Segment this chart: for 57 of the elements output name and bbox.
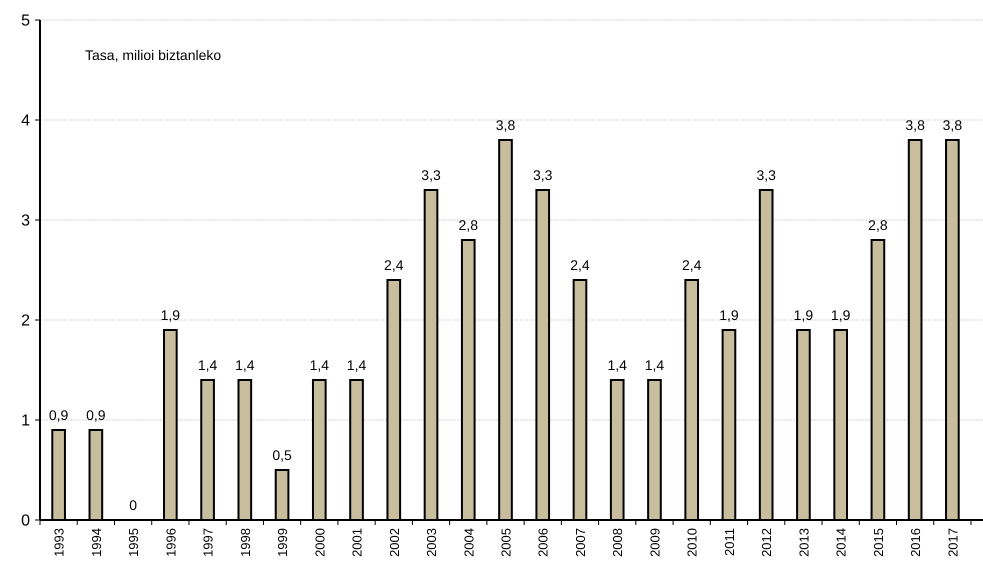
y-tick-label: 2 (21, 312, 30, 330)
data-label: 1,4 (310, 357, 330, 373)
x-tick-label: 2000 (312, 528, 328, 557)
x-tick-label: 2011 (722, 528, 737, 556)
data-label: 2,8 (458, 217, 478, 233)
x-tick-label: 2017 (945, 528, 960, 557)
data-label: 0,9 (86, 407, 106, 423)
x-tick-label: 1994 (88, 528, 104, 557)
data-label: 3,3 (533, 167, 553, 183)
data-label: 1,9 (794, 307, 814, 323)
data-label: 1,9 (160, 307, 180, 323)
data-label: 0,5 (272, 447, 292, 463)
x-tick-label: 2004 (461, 528, 476, 557)
x-tick-label: 2005 (498, 528, 514, 557)
data-label: 2,4 (682, 257, 702, 273)
x-tick-label: 2002 (386, 528, 402, 557)
x-tick-label: 1996 (163, 528, 178, 557)
x-tick-label: 2010 (684, 528, 700, 557)
x-tick-label: 1999 (275, 528, 290, 557)
x-tick-label: 2015 (870, 528, 886, 557)
data-label: 0 (129, 497, 138, 513)
data-label: 1,9 (719, 307, 739, 323)
y-tick-label: 0 (21, 512, 30, 530)
data-label: 3,8 (905, 117, 926, 133)
data-label: 1,9 (830, 307, 851, 323)
data-label: 3,3 (756, 167, 776, 183)
x-tick-label: 2008 (610, 528, 626, 557)
y-tick-label: 4 (21, 112, 30, 130)
y-tick-label: 3 (21, 212, 30, 230)
x-tick-label: 2007 (572, 528, 588, 557)
x-tick-label: 1998 (238, 528, 253, 557)
data-label: 0,9 (48, 407, 69, 423)
data-label: 3,8 (942, 117, 962, 133)
x-tick-label: 2016 (908, 528, 924, 557)
x-tick-label: 2006 (536, 528, 551, 557)
data-label: 1,4 (346, 357, 366, 373)
annotation: Tasa, milioi biztanleko (85, 47, 222, 63)
data-label: 3,3 (421, 167, 441, 183)
y-tick-label: 5 (21, 12, 30, 30)
x-tick-label: 1997 (200, 528, 216, 557)
data-label: 2,8 (868, 217, 888, 233)
x-tick-label: 1993 (52, 528, 67, 557)
x-tick-label: 2003 (424, 528, 440, 557)
x-tick-label: 2013 (796, 528, 812, 557)
data-label: 1,4 (607, 357, 628, 373)
data-label: 3,8 (496, 117, 516, 133)
x-tick-label: 2014 (834, 528, 849, 557)
data-label: 2,4 (384, 257, 404, 273)
x-tick-label: 2009 (647, 528, 662, 557)
data-label: 1,4 (235, 357, 255, 373)
data-label: 1,4 (644, 357, 664, 373)
data-label: 1,4 (198, 357, 218, 373)
x-tick-label: 1995 (126, 528, 142, 557)
x-tick-label: 2001 (350, 528, 365, 557)
y-tick-label: 1 (21, 412, 30, 430)
x-tick-label: 2012 (759, 528, 774, 557)
data-label: 2,4 (570, 257, 590, 273)
